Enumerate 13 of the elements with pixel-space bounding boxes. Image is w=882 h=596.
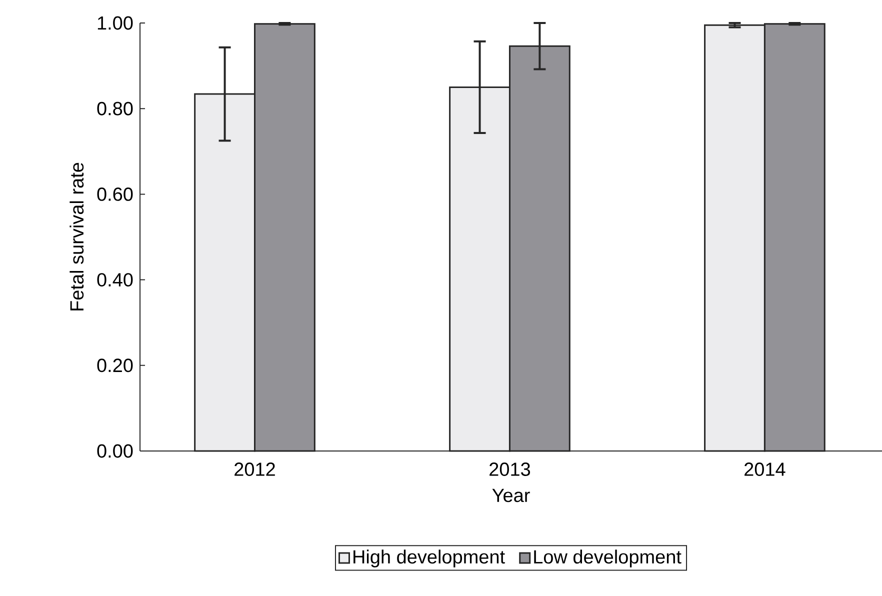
y-tick-label: 0.80	[97, 102, 133, 116]
y-tick-label: 0.40	[97, 273, 133, 287]
y-tick-label: 0.60	[97, 187, 133, 201]
x-tick-label: 2012	[234, 462, 275, 476]
x-tick-label: 2013	[490, 462, 530, 476]
y-tick-label: 0.00	[97, 444, 133, 458]
y-axis-title: Fetal survival rate	[70, 162, 84, 310]
y-tick-label: 0.20	[97, 358, 133, 372]
x-tick-label: 2014	[744, 462, 786, 476]
x-axis-title: Year	[492, 488, 530, 502]
legend-label: High development	[354, 550, 505, 568]
y-tick-label: 1.00	[98, 16, 133, 30]
legend-label: Low development	[534, 550, 682, 568]
